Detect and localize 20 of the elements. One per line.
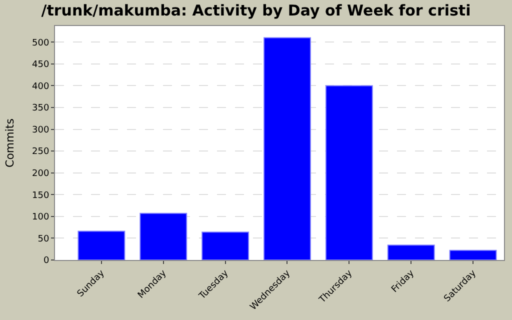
y-tick-label: 250 [32, 147, 50, 158]
bar [387, 244, 435, 260]
y-tick-label: 400 [32, 82, 50, 92]
y-tick-label: 0 [43, 256, 50, 266]
bar [264, 37, 311, 260]
bar [78, 230, 126, 260]
chart-title: /trunk/makumba: Activity by Day of Week for cristi [41, 1, 471, 20]
bar [202, 232, 250, 260]
y-tick-label: 300 [32, 125, 50, 136]
y-tick-label: 350 [32, 104, 50, 114]
y-axis-title: Commits [4, 118, 17, 168]
y-tick-label: 200 [32, 169, 50, 179]
y-tick-label: 50 [38, 234, 50, 244]
y-tick-label: 500 [32, 38, 50, 48]
bar [449, 250, 497, 260]
bar [140, 212, 188, 260]
y-tick-label: 100 [32, 212, 50, 223]
bar [325, 85, 373, 260]
y-tick-label: 150 [32, 190, 50, 201]
y-tick-label: 450 [32, 60, 50, 70]
